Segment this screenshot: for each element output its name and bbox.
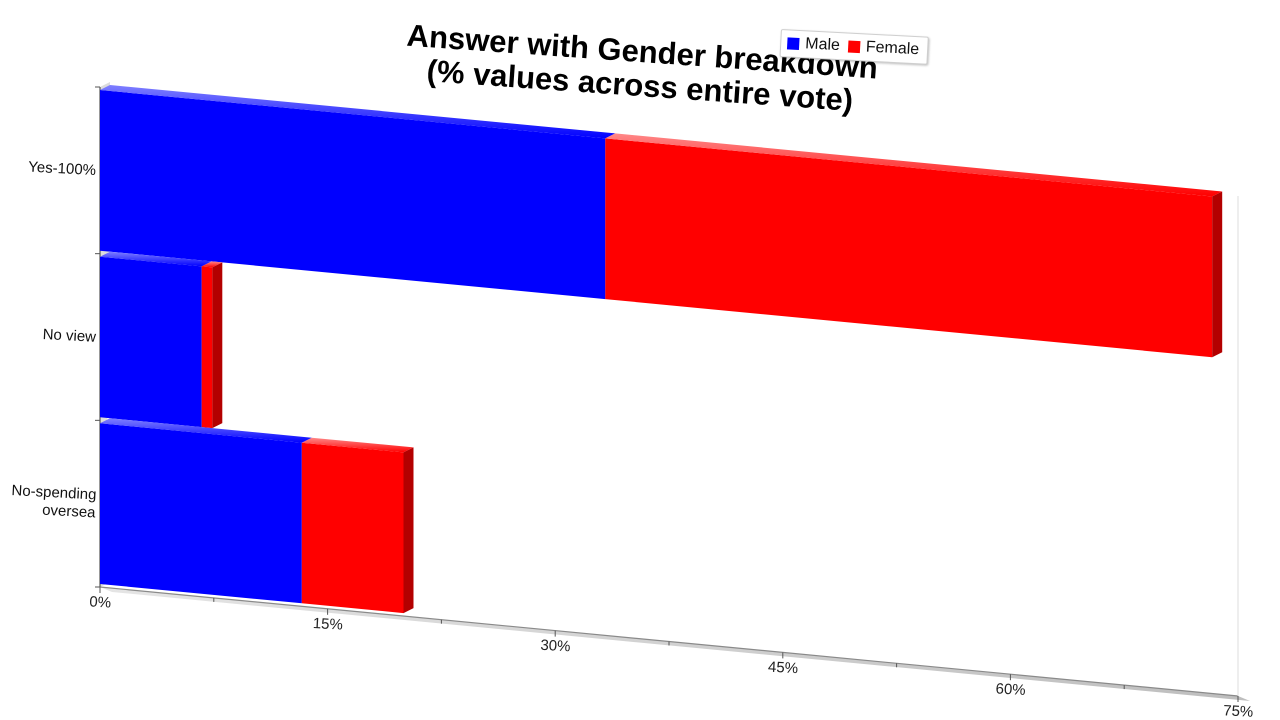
bar-male-2 [100, 418, 312, 604]
bar-top [100, 251, 212, 267]
bar-top [301, 437, 414, 453]
x-tick-label: 0% [89, 593, 112, 611]
bar-end [212, 262, 223, 429]
category-label: Yes-100% [28, 159, 97, 180]
bar-male-1 [100, 251, 212, 428]
x-tick-label: 75% [1223, 702, 1254, 720]
x-tick-label: 15% [312, 615, 343, 634]
legend-label-male: Male [804, 35, 841, 55]
category-label: No view [42, 326, 96, 346]
legend-swatch-male [786, 37, 800, 50]
bar-face [301, 442, 404, 614]
bar-face [605, 138, 1213, 358]
bar-female-0 [605, 133, 1223, 358]
bar-top [605, 133, 1223, 197]
bar-male-0 [100, 85, 616, 300]
legend-swatch-female [847, 40, 861, 54]
bar-female-1 [201, 261, 223, 429]
legend-item-female[interactable]: Female [847, 38, 920, 60]
bar-face [201, 266, 213, 429]
category-label: No-spendingoversea [10, 482, 97, 521]
bar-face [100, 423, 302, 604]
plot-floor [100, 587, 1250, 701]
bar-top [100, 418, 312, 443]
bar-end [403, 447, 414, 614]
bar-female-2 [301, 437, 414, 614]
legend-item-male[interactable]: Male [786, 34, 841, 55]
bar-end [1212, 191, 1223, 358]
x-tick-label: 45% [768, 659, 799, 678]
bar-top [100, 85, 616, 139]
legend-label-female: Female [865, 38, 920, 59]
bars-layer [100, 85, 1223, 614]
labels-layer: 0% 15% 30% 45% 60% 75% Yes-100% No view No-spend… [10, 159, 1254, 720]
x-tick-label: 60% [995, 680, 1026, 699]
bar-face [100, 256, 202, 428]
bar-top [201, 261, 223, 268]
x-tick-label: 30% [540, 637, 571, 656]
bar-face [100, 90, 606, 300]
